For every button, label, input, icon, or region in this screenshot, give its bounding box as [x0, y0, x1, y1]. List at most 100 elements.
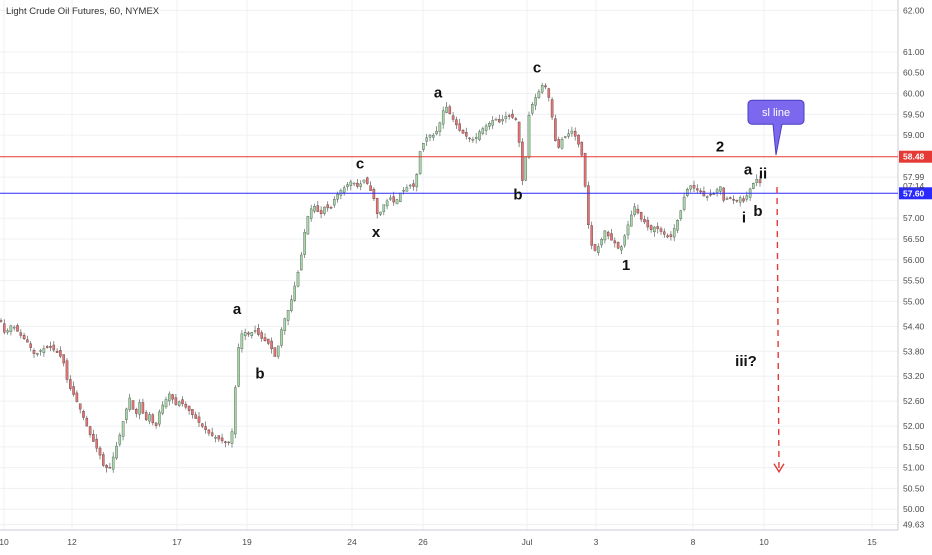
candle-body — [719, 186, 722, 192]
candle-body — [732, 199, 735, 201]
candle-body — [606, 231, 610, 237]
candle-body — [108, 467, 112, 469]
candle-body — [570, 130, 574, 134]
x-tick-label: 3 — [594, 537, 599, 547]
x-tick-label: 26 — [418, 537, 428, 547]
candle-body — [567, 133, 570, 137]
candle-body — [494, 119, 498, 121]
candle-body — [352, 182, 356, 185]
y-tick-label: 57.99 — [903, 172, 925, 182]
wave-label: a — [233, 301, 242, 318]
candle-body — [692, 185, 696, 189]
candle-body — [653, 226, 656, 233]
candle-body — [319, 210, 323, 215]
candle-body — [587, 185, 590, 226]
candle-body — [531, 104, 534, 114]
candle-body — [554, 118, 557, 141]
sl-line-callout — [747, 99, 805, 156]
candle-body — [45, 346, 49, 348]
candle-body — [603, 230, 607, 241]
candle-body — [540, 85, 544, 93]
candle-body — [276, 345, 280, 357]
candle-body — [461, 130, 465, 134]
candle-body — [115, 445, 118, 459]
y-tick-label: 51.00 — [903, 463, 925, 473]
candle-body — [649, 225, 653, 230]
y-tick-label: 54.40 — [903, 321, 925, 331]
candle-body — [755, 178, 758, 183]
x-tick-label: 19 — [242, 537, 252, 547]
x-tick-label: 10 — [0, 537, 9, 547]
candle-body — [217, 435, 221, 440]
candle-body — [547, 88, 551, 98]
candle-body — [349, 181, 353, 186]
candle-body — [445, 106, 448, 113]
y-tick-label: 60.50 — [903, 68, 925, 78]
candle-body — [458, 123, 461, 131]
candle-body — [709, 194, 712, 196]
y-tick-label: 50.50 — [903, 483, 925, 493]
candle-body — [187, 405, 191, 411]
candle-body — [164, 399, 168, 408]
candle-body — [372, 189, 376, 200]
wave-label: 2 — [716, 139, 724, 156]
candle-body — [118, 434, 122, 445]
candle-body — [682, 196, 686, 210]
candle-body — [583, 153, 587, 187]
candle-body — [336, 194, 339, 200]
candle-body — [16, 325, 19, 332]
candle-body — [214, 437, 217, 439]
candle-body — [313, 206, 316, 212]
y-tick-label: 53.80 — [903, 346, 925, 356]
candle-body — [224, 441, 227, 443]
candle-body — [742, 198, 745, 202]
candle-body — [270, 340, 273, 350]
candle-body — [49, 346, 52, 348]
candle-body — [125, 408, 128, 420]
y-tick-label: 55.50 — [903, 276, 925, 286]
candle-body — [29, 343, 32, 348]
y-tick-label: 60.00 — [903, 89, 925, 99]
candle-body — [626, 224, 630, 236]
candle-body — [399, 192, 402, 202]
candle-body — [656, 226, 659, 229]
candle-body — [72, 386, 75, 395]
candle-body — [148, 414, 151, 422]
candle-body — [600, 239, 603, 246]
candle-body — [448, 106, 452, 115]
y-tick-label: 57.00 — [903, 213, 925, 223]
wave-label: b — [255, 365, 264, 382]
candle-body — [699, 190, 702, 193]
candle-body — [362, 179, 366, 183]
candle-body — [636, 208, 640, 214]
level-badge — [899, 150, 932, 163]
candle-body — [425, 137, 428, 142]
candle-body — [257, 328, 260, 335]
candle-body — [564, 136, 567, 138]
candle-body — [19, 332, 23, 336]
candle-body — [92, 434, 95, 442]
candle-body — [758, 179, 762, 184]
candle-body — [95, 438, 98, 449]
candle-body — [752, 183, 755, 189]
candle-body — [511, 113, 514, 118]
candle-body — [62, 354, 65, 364]
candle-body — [517, 121, 521, 143]
candle-body — [323, 206, 326, 214]
candle-body — [26, 339, 29, 343]
candle-body — [39, 350, 42, 352]
candle-body — [161, 404, 164, 414]
candle-body — [441, 110, 445, 125]
candle-body — [234, 387, 237, 435]
candle-body — [630, 214, 633, 227]
wave-label: ii — [759, 166, 767, 183]
candle-body — [267, 338, 270, 344]
x-tick-label: 17 — [172, 537, 182, 547]
candle-body — [498, 119, 501, 123]
wave-label: b — [513, 187, 522, 204]
y-tick-label: 56.00 — [903, 255, 925, 265]
candle-body — [293, 285, 296, 301]
candle-body — [316, 205, 320, 212]
candle-body — [712, 193, 716, 195]
candle-body — [32, 350, 36, 354]
